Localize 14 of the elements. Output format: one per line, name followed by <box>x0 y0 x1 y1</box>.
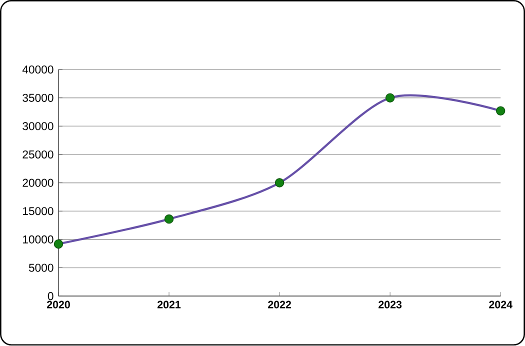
y-tick-label: 25000 <box>22 150 54 159</box>
x-tick-label: 2022 <box>268 301 292 309</box>
y-tick-label: 20000 <box>22 179 54 188</box>
y-tick-label: 40000 <box>22 66 54 74</box>
y-tick-label: 35000 <box>22 94 54 102</box>
x-tick-label: 2024 <box>489 301 512 309</box>
y-tick-label: 10000 <box>23 236 54 244</box>
x-tick-label: 2020 <box>46 301 70 309</box>
x-tick-label: 2023 <box>378 301 402 309</box>
y-tick-label: 5000 <box>28 264 54 272</box>
y-tick-label: 15000 <box>23 207 54 216</box>
x-tick-label: 2021 <box>158 301 181 309</box>
y-tick-label: 30000 <box>22 122 54 130</box>
y-tick-label: 0 <box>48 292 54 300</box>
